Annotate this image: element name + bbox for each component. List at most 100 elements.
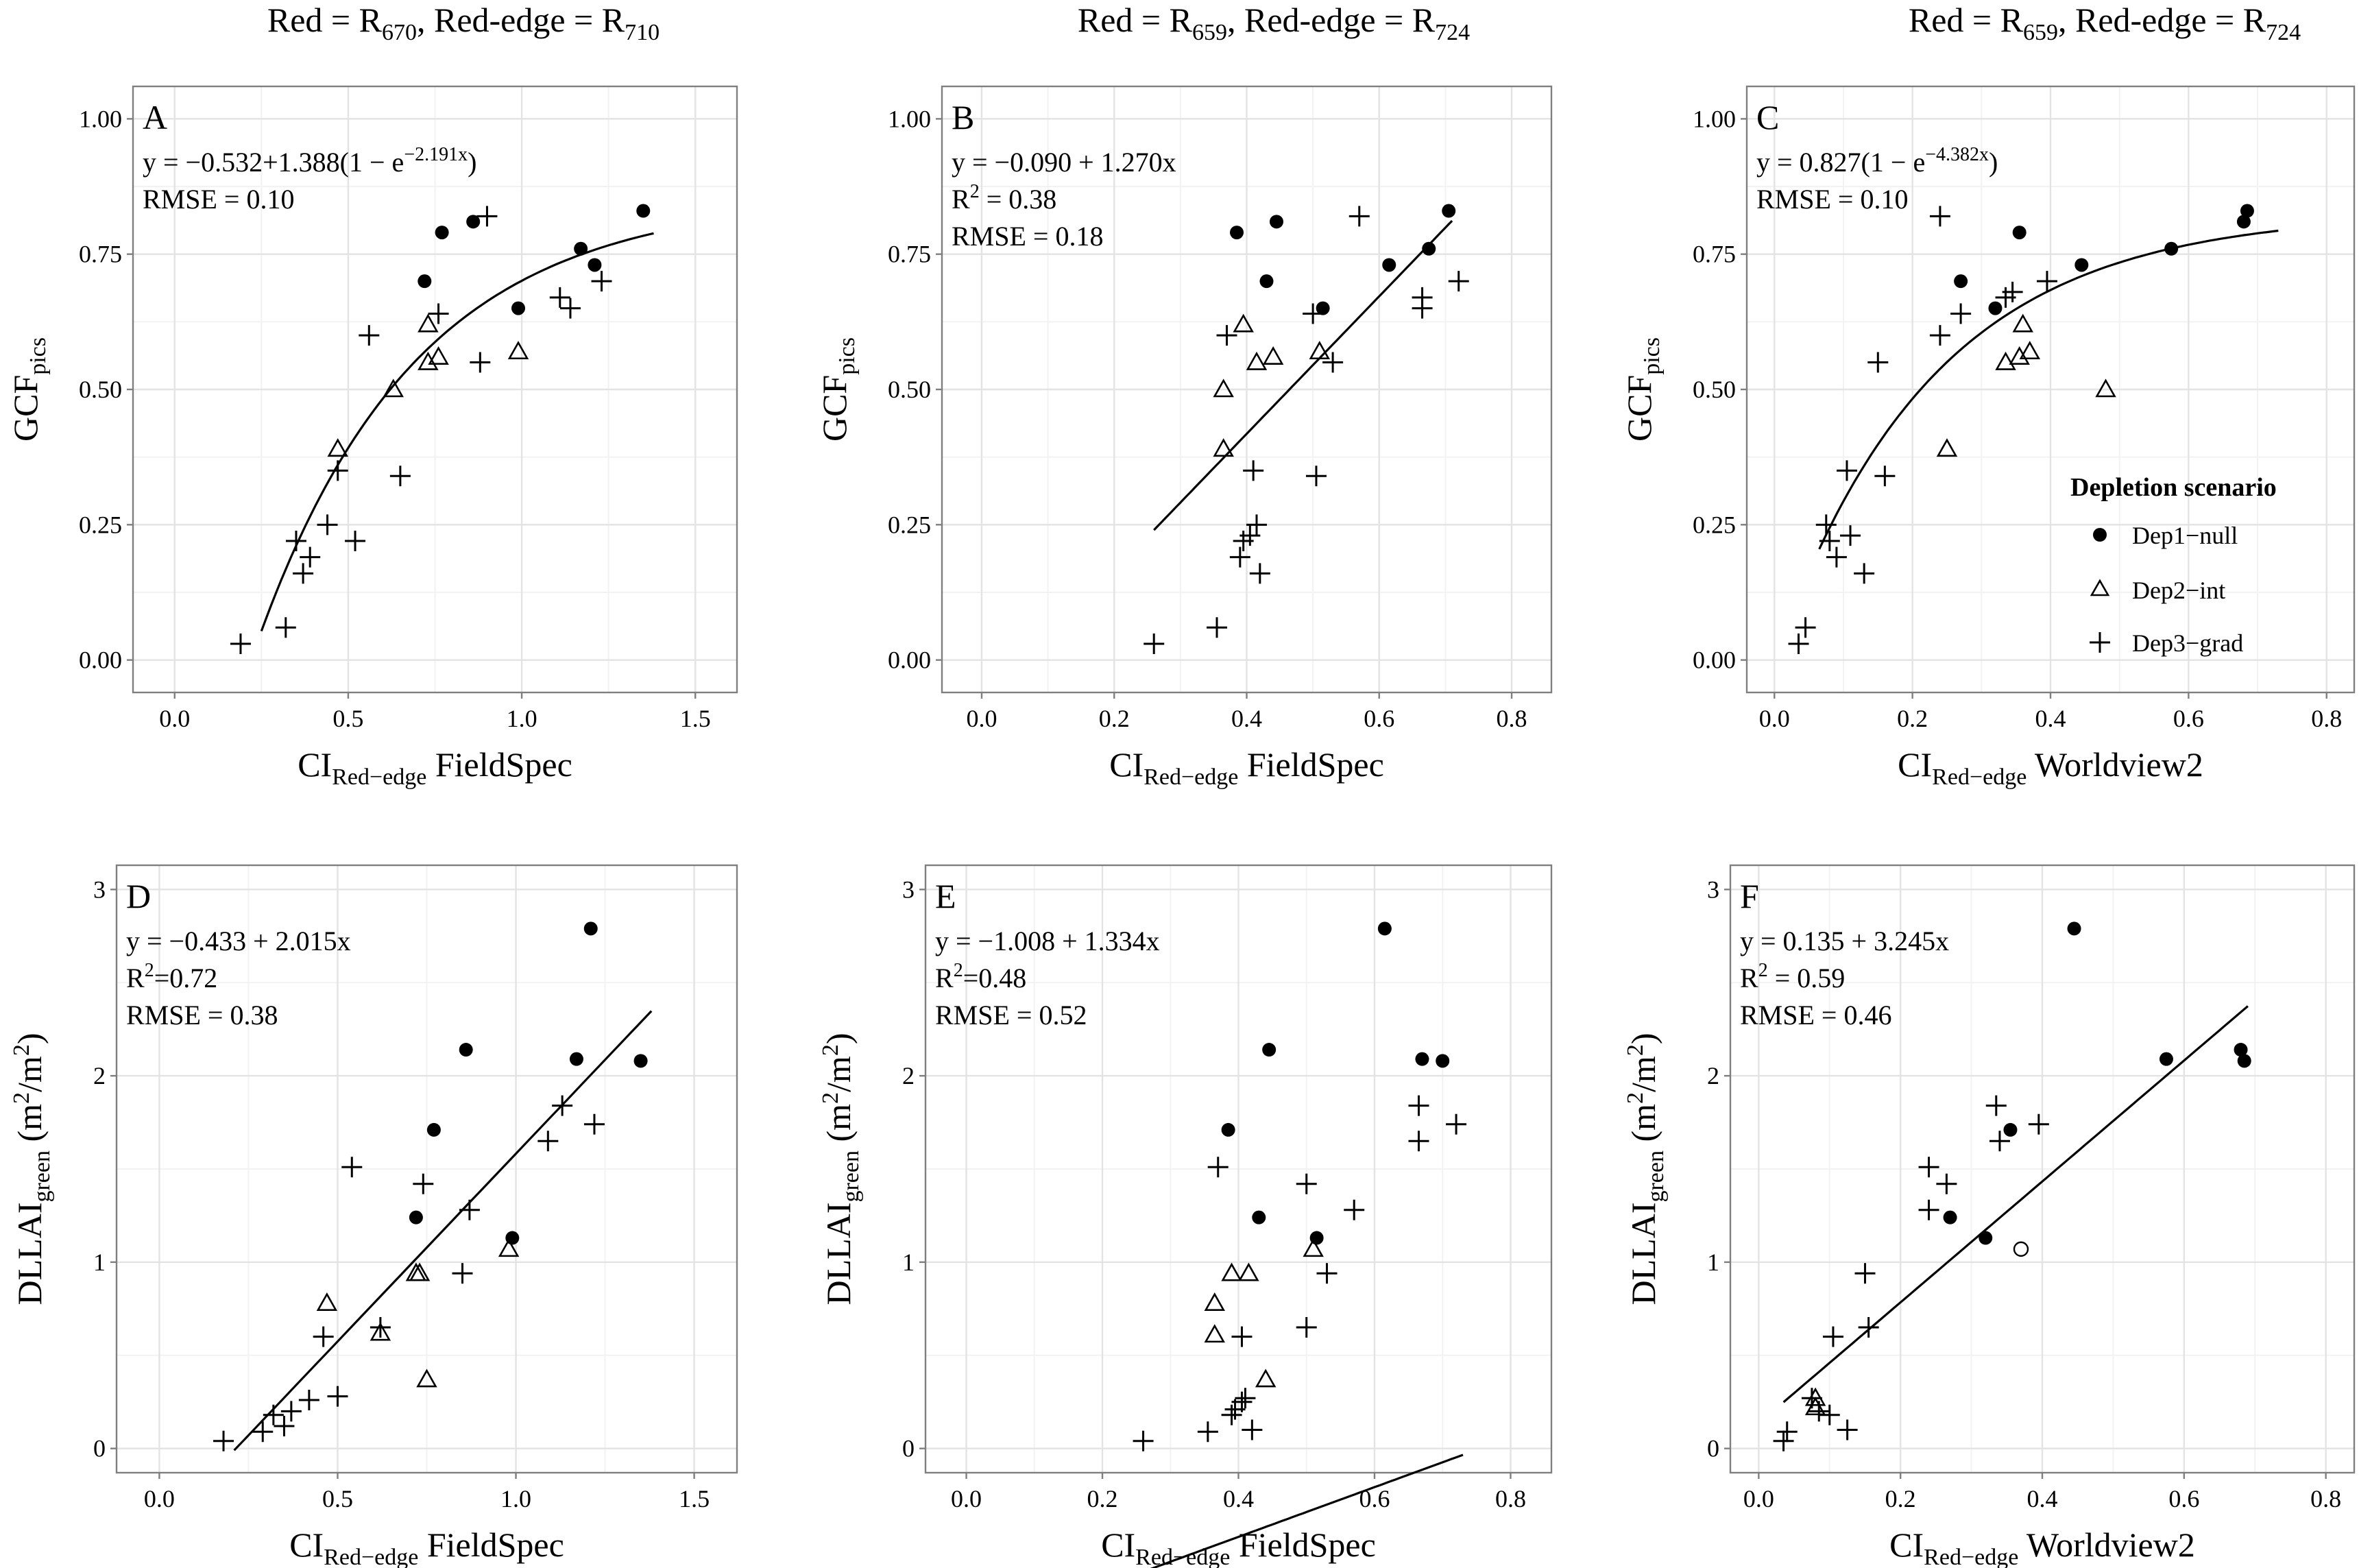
- x-tick-label: 0.0: [1759, 705, 1790, 732]
- x-axis-label-main: CI: [1109, 745, 1144, 784]
- point-dep1-null: [1316, 301, 1330, 315]
- y-tick-label: 0.75: [79, 241, 122, 268]
- x-axis-label: CIRed−edge FieldSpec: [289, 1525, 564, 1568]
- y-tick-label: 0.50: [888, 376, 931, 403]
- point-dep3-grad: [275, 617, 296, 638]
- point-dep3-grad: [1344, 1199, 1365, 1220]
- y-axis-label-main: GCF: [6, 375, 45, 442]
- point-dep3-grad: [389, 466, 411, 487]
- point-dep2-int: [409, 1262, 431, 1281]
- point-dep3-grad: [1239, 525, 1261, 546]
- point-dep1-null: [1221, 1122, 1235, 1137]
- panels: 0.0 0.5 1.0 1.50.000.250.500.751.00CIRed−ed…: [6, 85, 2356, 1568]
- x-axis-label-main: CI: [1101, 1525, 1135, 1564]
- point-dep2-int: [1936, 438, 1958, 457]
- point-dep1-null: [1230, 226, 1244, 240]
- x-axis-label-tail: Worldview2: [2027, 745, 2203, 784]
- annotation-text: y = −0.532+1.388(1 − e: [143, 147, 404, 178]
- panel-f: 0.0 0.2 0.4 0.6 0.8 0 1 2 3 CIRed−edge Worldview2…: [1623, 864, 2356, 1568]
- point-dep3-grad: [1235, 1388, 1256, 1409]
- y-tick-label: 2: [1707, 1062, 1719, 1089]
- point-dep3-grad: [345, 531, 366, 551]
- point-dep2-int: [498, 1238, 520, 1257]
- point-dep3-grad: [1243, 460, 1264, 481]
- y-axis-label-sup: 2: [818, 1092, 843, 1104]
- point-dep3-grad: [1249, 563, 1270, 584]
- point-dep1-null: [511, 301, 526, 315]
- annotation-tail: =0.48: [963, 963, 1027, 993]
- point-dep3-grad: [1221, 1404, 1242, 1425]
- point-dep2-int: [1255, 1368, 1277, 1388]
- x-axis-label-main: CI: [289, 1525, 324, 1564]
- point-dep3-grad: [1412, 298, 1433, 319]
- annotation-text: RMSE = 0.38: [126, 1000, 278, 1030]
- point-dep3-grad: [1448, 271, 1469, 292]
- panel-d: 0.0 0.5 1.0 1.5 0 1 2 3 CIRed−edge FieldSpec DLLA…: [9, 864, 738, 1568]
- y-axis-label-sub: pics: [834, 337, 860, 375]
- point-dep1-null: [1422, 241, 1436, 256]
- point-dep1-null: [2240, 204, 2254, 218]
- x-axis-label-sub: Red−edge: [1924, 1545, 2018, 1568]
- point-dep3-grad: [298, 1390, 319, 1411]
- point-dep3-grad: [1985, 1095, 2007, 1116]
- y-tick-label: 0: [93, 1435, 106, 1462]
- x-axis-label-sub: Red−edge: [324, 1545, 418, 1568]
- fit-line: [233, 1010, 653, 1451]
- y-axis-label-sub: green: [29, 1150, 55, 1203]
- point-dep3-grad: [1133, 1430, 1154, 1451]
- y-axis-label-tail: (m: [819, 1104, 858, 1150]
- point-dep3-grad: [1408, 1095, 1429, 1116]
- point-dep2-int: [2019, 341, 2041, 360]
- x-tick-label: 0.6: [2168, 1485, 2199, 1512]
- y-tick-label: 1: [902, 1249, 915, 1276]
- point-dep3-grad: [1918, 1199, 1939, 1220]
- column-title-1: Red = R670, Red-edge = R710: [267, 1, 660, 45]
- point-dep3-grad: [327, 460, 348, 481]
- y-tick-label: 0.50: [1693, 376, 1736, 403]
- x-axis-label: CIRed−edge FieldSpec: [1109, 745, 1384, 790]
- x-tick-label: 1.0: [500, 1485, 531, 1512]
- point-dep3-grad: [1296, 1173, 1317, 1194]
- point-dep3-grad: [293, 563, 314, 584]
- point-dep3-grad: [549, 287, 570, 308]
- point-dep3-grad: [459, 1199, 480, 1220]
- y-tick-label: 0.25: [1693, 511, 1736, 538]
- point-dep1-null: [1377, 921, 1392, 936]
- point-dep3-grad: [1303, 303, 1324, 324]
- point-dep1-null: [1262, 1043, 1277, 1057]
- point-dep1-null: [2237, 1054, 2251, 1068]
- point-dep3-grad: [1929, 206, 1950, 227]
- y-axis-label-end: ): [1624, 1033, 1662, 1045]
- annotation-line: y = 0.135 + 3.245x: [1740, 926, 1949, 956]
- point-dep1-null: [1442, 204, 1456, 218]
- point-dep3-grad: [370, 1317, 391, 1338]
- x-tick-label: 0.0: [1743, 1485, 1774, 1512]
- point-dep1-null: [633, 1054, 648, 1068]
- point-dep1-null: [459, 1043, 473, 1057]
- point-dep3-grad: [1837, 1419, 1858, 1440]
- annotation-line: y = −0.433 + 2.015x: [126, 926, 351, 956]
- x-tick-label: 0.5: [332, 705, 363, 732]
- point-dep2-int: [1204, 1324, 1225, 1343]
- annotation-text: R: [935, 963, 954, 993]
- y-tick-label: 1: [93, 1249, 106, 1276]
- y-axis-label: DLLAIgreen (m2/m2): [9, 1033, 55, 1305]
- panel-b: 0.0 0.2 0.4 0.6 0.8 0.00 0.25 0.50 0.75 1.00 CIRed…: [815, 85, 1553, 790]
- point-dep2-int: [2009, 346, 2030, 365]
- annotation-line: RMSE = 0.52: [935, 1000, 1087, 1030]
- x-tick-label: 0.4: [2035, 705, 2066, 732]
- x-axis-label-main: CI: [1889, 1525, 1924, 1564]
- y-axis-label-sup: 2: [1623, 1044, 1648, 1056]
- point-dep1-null: [409, 1210, 423, 1225]
- point-dep3-grad: [1795, 617, 1816, 638]
- point-dep3-grad: [1950, 303, 1972, 324]
- y-axis-label-end: ): [819, 1033, 858, 1045]
- x-tick-label: 1.5: [680, 705, 711, 732]
- point-dep3-grad: [1819, 531, 1840, 551]
- annotation-tail: ): [468, 147, 476, 178]
- x-tick-label: 0.4: [1231, 705, 1262, 732]
- y-tick-label: 0.00: [1693, 647, 1736, 674]
- point-dep1-null: [574, 241, 588, 256]
- annotation-sup: −4.382x: [1925, 144, 1989, 165]
- point-dep3-grad: [1918, 1157, 1939, 1178]
